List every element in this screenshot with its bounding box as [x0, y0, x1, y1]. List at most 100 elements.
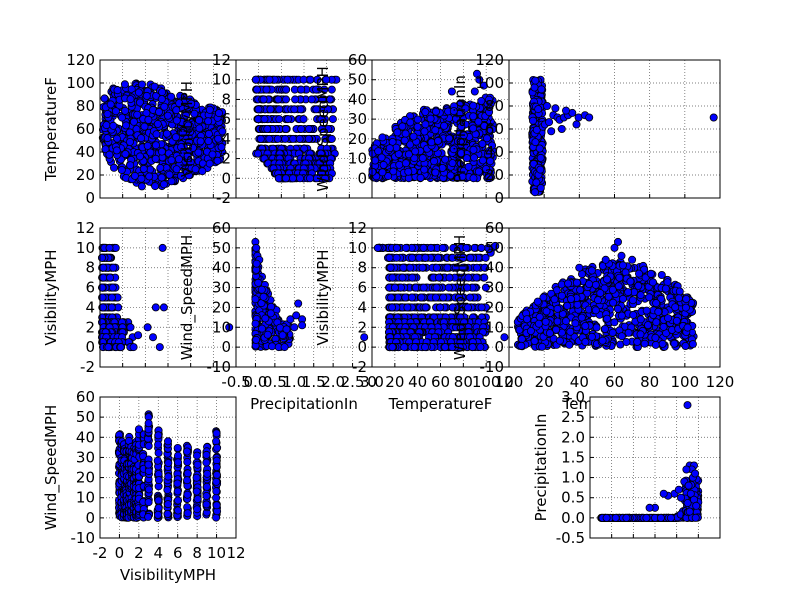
y-tick-label: 12: [212, 51, 231, 69]
data-point: [134, 331, 143, 340]
data-point: [470, 87, 479, 96]
data-point: [283, 75, 292, 84]
y-tick-label: 40: [485, 259, 504, 277]
data-point: [536, 153, 545, 162]
data-point: [111, 107, 120, 116]
data-point: [458, 137, 467, 146]
data-point: [262, 85, 271, 94]
data-point: [327, 85, 336, 94]
y-tick-label: -10: [207, 358, 232, 376]
data-point: [163, 111, 172, 120]
y-axis-label: Wind_SpeedMPH: [178, 235, 197, 361]
data-point: [411, 147, 420, 156]
y-axis-label: VisibilityMPH: [178, 81, 196, 177]
data-point: [259, 95, 268, 104]
data-point: [252, 259, 261, 268]
data-point: [432, 283, 441, 292]
data-point: [436, 303, 445, 312]
data-point: [536, 183, 545, 192]
y-tick-label: 20: [485, 166, 504, 184]
data-point: [441, 155, 450, 164]
data-point: [398, 122, 407, 131]
y-tick-label: 100: [66, 74, 95, 92]
x-tick-label: 1.0: [282, 373, 306, 391]
data-point: [297, 125, 306, 134]
x-tick-label: 0: [504, 373, 514, 391]
data-point: [158, 88, 167, 97]
data-point: [175, 99, 184, 108]
data-point: [317, 125, 326, 134]
data-point: [404, 174, 413, 183]
data-point: [108, 283, 117, 292]
x-axis-label: TemperatureF: [388, 395, 493, 413]
data-point: [268, 342, 277, 351]
data-point: [252, 243, 261, 252]
data-point: [252, 85, 261, 94]
data-point: [410, 343, 419, 352]
data-point: [482, 134, 491, 143]
data-point: [167, 92, 176, 101]
y-tick-label: 30: [485, 279, 504, 297]
data-point: [105, 243, 114, 252]
data-point: [530, 83, 539, 92]
data-point: [205, 159, 214, 168]
x-tick-label: 120: [706, 373, 735, 391]
data-point: [478, 156, 487, 165]
data-point: [431, 107, 440, 116]
data-point: [400, 343, 409, 352]
plot-frame: [508, 59, 721, 199]
x-tick-label: 20: [535, 373, 554, 391]
data-point: [474, 117, 483, 126]
y-tick-label: 2: [85, 318, 95, 336]
data-point: [434, 273, 443, 282]
data-point: [265, 75, 274, 84]
data-point: [404, 167, 413, 176]
data-point: [100, 94, 109, 103]
data-point: [137, 174, 146, 183]
data-point: [307, 95, 316, 104]
y-tick-label: 2: [357, 318, 367, 336]
data-point: [143, 141, 152, 150]
data-point: [254, 278, 263, 287]
data-point: [413, 115, 422, 124]
x-tick-label: 80: [454, 373, 473, 391]
data-point: [291, 95, 300, 104]
data-point: [257, 324, 266, 333]
y-tick-label: 60: [485, 219, 504, 237]
data-point: [151, 141, 160, 150]
data-point: [532, 178, 541, 187]
data-point: [535, 144, 544, 153]
y-tick-label: 10: [348, 239, 367, 257]
data-point: [392, 143, 401, 152]
data-point: [480, 121, 489, 130]
data-point: [401, 159, 410, 168]
data-point: [419, 283, 428, 292]
data-point: [280, 343, 289, 352]
data-point: [142, 91, 151, 100]
y-tick-label: 4: [85, 298, 95, 316]
y-tick-label: 10: [485, 318, 504, 336]
data-point: [478, 139, 487, 148]
y-tick-label: 40: [348, 90, 367, 108]
data-point: [196, 137, 205, 146]
y-tick-label: 0: [85, 189, 95, 207]
data-point: [116, 343, 125, 352]
y-tick-label: 50: [348, 71, 367, 89]
data-point: [421, 253, 430, 262]
scatter-points: [368, 69, 497, 183]
data-point: [251, 319, 260, 328]
y-tick-label: 60: [76, 120, 95, 138]
data-point: [171, 133, 180, 142]
data-point: [204, 137, 213, 146]
data-point: [187, 99, 196, 108]
data-point: [443, 263, 452, 272]
data-point: [445, 134, 454, 143]
data-point: [531, 138, 540, 147]
data-point: [106, 100, 115, 109]
data-point: [408, 253, 417, 262]
data-point: [263, 125, 272, 134]
data-point: [388, 343, 397, 352]
x-tick-label: 120: [495, 373, 524, 391]
